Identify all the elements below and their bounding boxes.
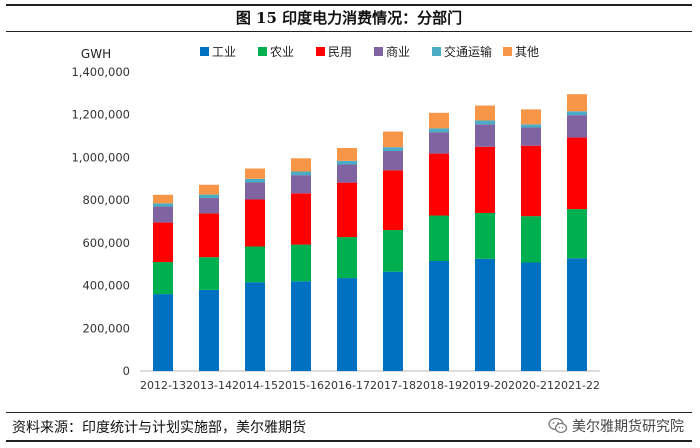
bar-segment-2014-15-工业 <box>245 282 265 371</box>
bar-segment-2019-20-交通运输 <box>475 120 495 125</box>
bar-segment-2015-16-民用 <box>291 193 311 245</box>
bar-segment-2017-18-民用 <box>383 170 403 231</box>
bar-segment-2018-19-交通运输 <box>429 128 449 133</box>
y-tick-label: 0 <box>123 364 130 378</box>
footer: 资料来源：印度统计与计划实施部，美尔雅期货 美尔雅期货研究院 <box>6 412 692 440</box>
bar-segment-2014-15-商业 <box>245 182 265 200</box>
bar-segment-2020-21-交通运输 <box>521 124 541 128</box>
x-tick-label: 2014-15 <box>232 379 278 392</box>
bar-segment-2015-16-其他 <box>291 158 311 172</box>
watermark: 美尔雅期货研究院 <box>548 416 684 436</box>
y-unit-label: GWH <box>81 47 111 61</box>
bar-segment-2016-17-其他 <box>337 148 357 161</box>
legend-swatch-工业 <box>200 47 209 56</box>
legend-swatch-农业 <box>258 47 267 56</box>
source-note: 资料来源：印度统计与计划实施部，美尔雅期货 <box>12 420 306 436</box>
bar-segment-2018-19-商业 <box>429 132 449 154</box>
legend-label: 商业 <box>386 44 410 59</box>
bar-segment-2018-19-民用 <box>429 153 449 216</box>
bar-segment-2020-21-农业 <box>521 216 541 263</box>
bar-segment-2016-17-农业 <box>337 237 357 279</box>
x-tick-label: 2018-19 <box>416 379 462 392</box>
bar-segment-2013-14-交通运输 <box>199 194 219 199</box>
bar-segment-2015-16-交通运输 <box>291 171 311 176</box>
legend-label: 农业 <box>270 45 294 59</box>
legend-swatch-商业 <box>374 47 383 56</box>
bar-segment-2020-21-其他 <box>521 109 541 125</box>
x-tick-label: 2013-14 <box>186 379 232 392</box>
bar-segment-2018-19-其他 <box>429 112 449 129</box>
legend-label: 民用 <box>328 45 352 59</box>
bar-segment-2015-16-农业 <box>291 244 311 282</box>
legend-swatch-其他 <box>503 47 512 56</box>
bar-segment-2021-22-工业 <box>567 258 587 371</box>
bar-segment-2013-14-商业 <box>199 198 219 214</box>
bar-segment-2015-16-工业 <box>291 281 311 371</box>
x-tick-label: 2020-21 <box>508 379 554 392</box>
bar-segment-2016-17-工业 <box>337 278 357 371</box>
legend-label: 工业 <box>212 45 236 59</box>
bar-segment-2012-13-其他 <box>153 194 173 204</box>
bar-segment-2016-17-交通运输 <box>337 160 357 165</box>
bar-segment-2012-13-民用 <box>153 222 173 263</box>
bar-segment-2012-13-工业 <box>153 294 173 371</box>
bar-segment-2019-20-农业 <box>475 212 495 259</box>
x-tick-label: 2021-22 <box>554 379 600 392</box>
bar-segment-2013-14-工业 <box>199 289 219 371</box>
bar-segment-2017-18-商业 <box>383 151 403 171</box>
y-tick-label: 1,400,000 <box>71 65 130 79</box>
x-tick-label: 2016-17 <box>324 379 370 392</box>
bar-segment-2014-15-交通运输 <box>245 178 265 183</box>
chart-title: 图 15 印度电力消费情况：分部门 <box>6 6 692 32</box>
bar-segment-2012-13-商业 <box>153 206 173 223</box>
bar-segment-2018-19-工业 <box>429 261 449 371</box>
bar-segment-2019-20-民用 <box>475 146 495 213</box>
bar-segment-2014-15-民用 <box>245 199 265 247</box>
legend-label: 交通运输 <box>444 44 492 59</box>
bar-segment-2017-18-其他 <box>383 131 403 148</box>
legend-swatch-交通运输 <box>432 47 441 56</box>
x-tick-label: 2012-13 <box>140 379 186 392</box>
bar-segment-2014-15-其他 <box>245 168 265 179</box>
bar-segment-2017-18-交通运输 <box>383 147 403 152</box>
bar-segment-2021-22-商业 <box>567 115 587 138</box>
legend-label: 其他 <box>515 45 539 59</box>
bar-segment-2015-16-商业 <box>291 175 311 194</box>
bar-segment-2017-18-工业 <box>383 271 403 371</box>
bar-segment-2018-19-农业 <box>429 215 449 262</box>
x-tick-label: 2019-20 <box>462 379 508 392</box>
bar-segment-2013-14-农业 <box>199 257 219 290</box>
bar-segment-2021-22-农业 <box>567 209 587 259</box>
bar-segment-2019-20-其他 <box>475 105 495 121</box>
x-tick-label: 2017-18 <box>370 379 416 392</box>
bar-segment-2020-21-商业 <box>521 127 541 146</box>
bar-segment-2014-15-农业 <box>245 246 265 283</box>
bar-segment-2016-17-商业 <box>337 164 357 183</box>
bar-segment-2017-18-农业 <box>383 230 403 272</box>
y-tick-label: 1,200,000 <box>71 108 130 122</box>
bar-segment-2012-13-交通运输 <box>153 203 173 207</box>
bar-segment-2019-20-商业 <box>475 124 495 147</box>
bar-segment-2021-22-交通运输 <box>567 111 587 116</box>
figure-frame: 图 15 印度电力消费情况：分部门 资料来源：印度统计与计划实施部，美尔雅期货 … <box>6 4 692 442</box>
bar-segment-2013-14-其他 <box>199 184 219 195</box>
y-tick-label: 200,000 <box>82 321 130 335</box>
watermark-text: 美尔雅期货研究院 <box>572 419 684 435</box>
bar-segment-2016-17-民用 <box>337 182 357 238</box>
y-tick-label: 400,000 <box>82 279 130 293</box>
bar-segment-2021-22-民用 <box>567 137 587 210</box>
y-tick-label: 600,000 <box>82 236 130 250</box>
legend-swatch-民用 <box>316 47 325 56</box>
x-tick-label: 2015-16 <box>278 379 324 392</box>
bar-segment-2021-22-其他 <box>567 94 587 112</box>
y-tick-label: 1,000,000 <box>71 150 130 164</box>
wechat-icon <box>548 417 568 434</box>
bar-segment-2013-14-民用 <box>199 213 219 258</box>
bar-segment-2020-21-民用 <box>521 145 541 217</box>
bar-segment-2020-21-工业 <box>521 262 541 371</box>
bar-segment-2019-20-工业 <box>475 258 495 371</box>
y-tick-label: 800,000 <box>82 193 130 207</box>
bar-segment-2012-13-农业 <box>153 262 173 295</box>
